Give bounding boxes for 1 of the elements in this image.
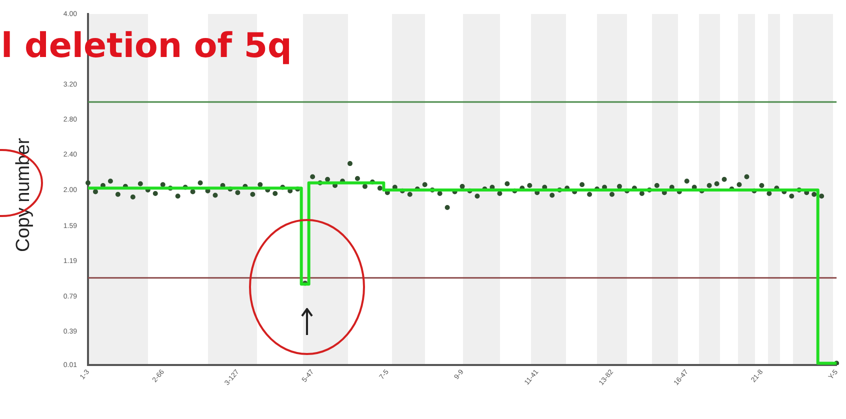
y-axis-title: Copy number: [13, 138, 35, 252]
